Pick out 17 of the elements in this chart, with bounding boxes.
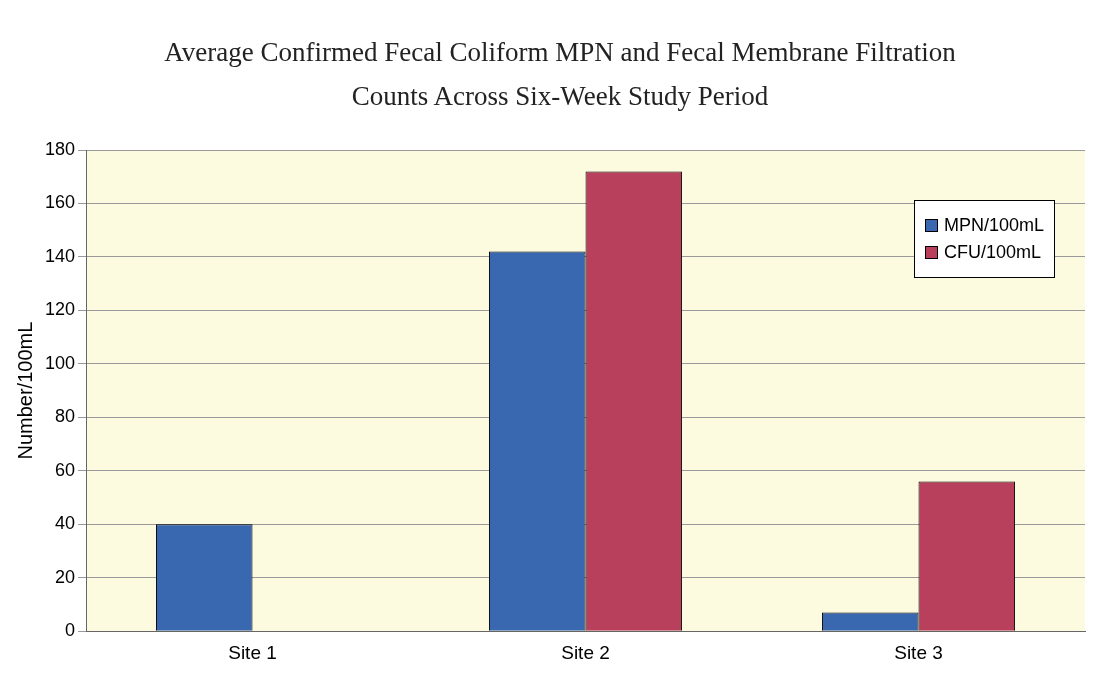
y-axis-title: Number/100mL (13, 321, 36, 460)
y-tick-label: 100 (44, 352, 76, 373)
y-tick-label: 40 (55, 513, 76, 534)
x-tick-label: Site 1 (228, 641, 277, 663)
y-tick-label: 160 (44, 192, 76, 213)
y-tick-label: 20 (55, 566, 76, 587)
y-tick-label: 180 (44, 138, 76, 159)
legend-label: CFU/100mL (942, 242, 1042, 263)
x-tick-label: Site 3 (894, 641, 943, 663)
y-tick-label: 0 (65, 620, 76, 641)
y-tick-label: 140 (44, 245, 76, 266)
y-tick-label: 60 (55, 459, 76, 480)
chart-title: Average Confirmed Fecal Coliform MPN and Fecal Membrane Filtration Counts Across Six-Week Study Period (163, 36, 957, 113)
y-tick-label: 80 (55, 406, 76, 427)
legend-label: MPN/100mL (942, 215, 1044, 236)
y-tick-label: 120 (44, 299, 76, 320)
x-tick-label: Site 2 (561, 641, 610, 663)
